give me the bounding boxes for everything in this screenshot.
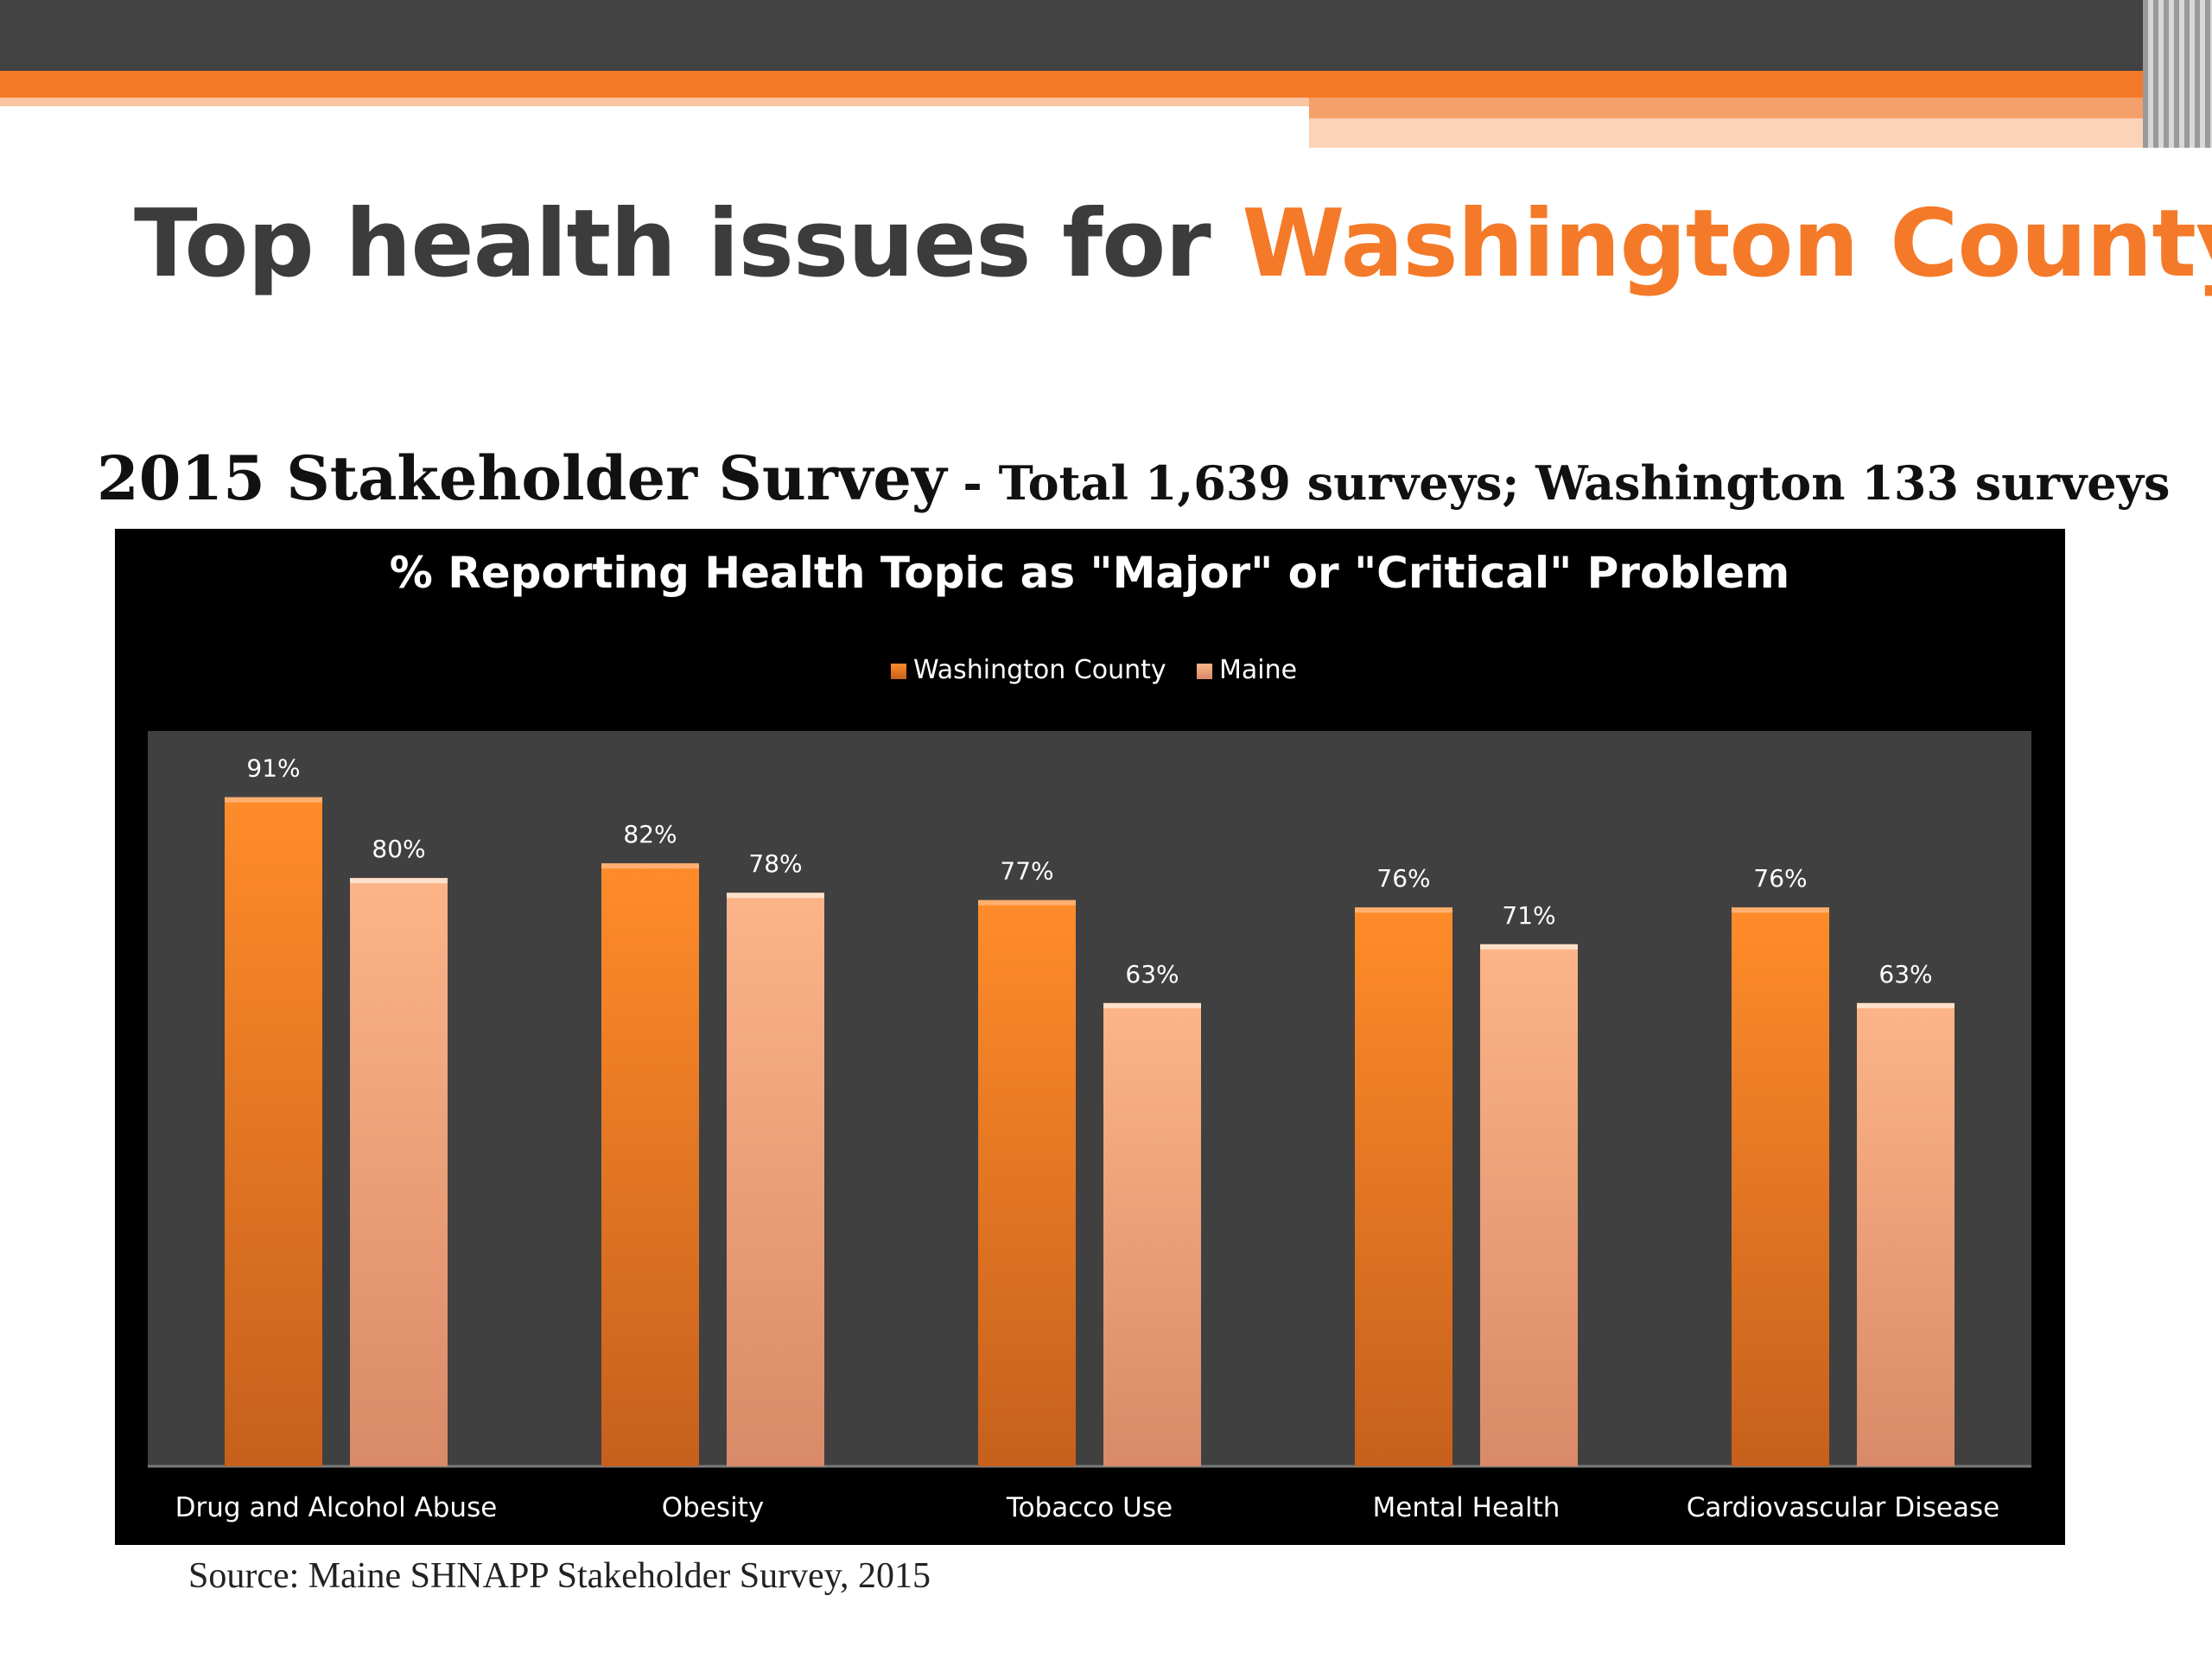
survey-subtitle: 2015 Stakeholder Survey - Total 1,639 su… [97, 442, 2170, 514]
bar-highlight-washington-3 [1355, 907, 1452, 913]
source-note: Source: Maine SHNAPP Stakeholder Survey,… [188, 1556, 931, 1596]
bar-highlight-washington-4 [1732, 907, 1829, 913]
chart-title: % Reporting Health Topic as "Major" or "… [390, 548, 1790, 598]
legend-swatch-washington [891, 664, 906, 679]
legend: Washington County Maine [891, 655, 1297, 685]
header-band-light [0, 98, 1309, 106]
bar-highlight-maine-4 [1857, 1002, 1955, 1008]
bars-group: 91% 80% 82% 78% 77% 63% 76% 71% 76% 63% [148, 754, 2031, 1468]
bar-washington-0 [225, 797, 322, 1466]
bar-highlight-washington-0 [225, 797, 322, 803]
category-label-4: Cardiovascular Disease [1687, 1492, 1999, 1523]
bar-highlight-maine-0 [350, 878, 448, 884]
bar-maine-3 [1480, 944, 1578, 1466]
bar-maine-0 [350, 878, 448, 1466]
category-label-0: Drug and Alcohol Abuse [175, 1492, 498, 1523]
x-axis-labels: Drug and Alcohol Abuse Obesity Tobacco Use… [175, 1492, 2000, 1523]
bar-highlight-washington-1 [601, 863, 699, 869]
bar-chart: % Reporting Health Topic as "Major" or "… [115, 529, 2065, 1545]
data-label-washington-3: 76% [1376, 864, 1430, 893]
data-label-washington-0: 91% [246, 754, 300, 783]
subtitle-main: 2015 Stakeholder Survey [97, 442, 947, 514]
bar-highlight-washington-2 [978, 899, 1076, 906]
bar-maine-2 [1103, 1002, 1201, 1466]
subtitle-detail: - Total 1,639 surveys; Washington 133 su… [946, 455, 2171, 511]
bar-highlight-maine-3 [1480, 944, 1578, 950]
bar-maine-4 [1857, 1002, 1955, 1466]
category-label-3: Mental Health [1373, 1492, 1560, 1523]
header-band-orange [0, 71, 2212, 98]
data-label-washington-4: 76% [1753, 864, 1807, 893]
header-band-dark [0, 0, 2212, 71]
title-highlight: Washington County [1242, 190, 2212, 298]
category-label-2: Tobacco Use [1006, 1492, 1173, 1523]
legend-swatch-maine [1197, 664, 1212, 679]
header-band-light-lower [1309, 118, 2212, 148]
data-label-maine-0: 80% [372, 835, 425, 863]
bar-highlight-maine-1 [727, 893, 824, 899]
data-label-washington-2: 77% [1000, 857, 1053, 886]
legend-label-maine: Maine [1219, 655, 1297, 685]
category-label-1: Obesity [662, 1492, 764, 1523]
bar-washington-1 [601, 863, 699, 1466]
bar-washington-3 [1355, 907, 1452, 1466]
data-label-maine-3: 71% [1502, 901, 1555, 930]
bar-highlight-maine-2 [1103, 1002, 1201, 1008]
header-band-orange-lower [1309, 98, 2212, 118]
bar-washington-4 [1732, 907, 1829, 1466]
legend-label-washington: Washington County [913, 655, 1166, 685]
bar-maine-1 [727, 893, 824, 1466]
data-label-maine-1: 78% [748, 849, 802, 878]
plot-area [148, 731, 2031, 1466]
title-prefix: Top health issues for [134, 190, 1243, 298]
bar-washington-2 [978, 899, 1076, 1466]
header-stripes [2143, 0, 2212, 148]
data-label-maine-2: 63% [1125, 960, 1179, 988]
page-title: Top health issues for Washington County [134, 190, 2212, 298]
data-label-washington-1: 82% [623, 820, 677, 849]
data-label-maine-4: 63% [1878, 960, 1932, 988]
